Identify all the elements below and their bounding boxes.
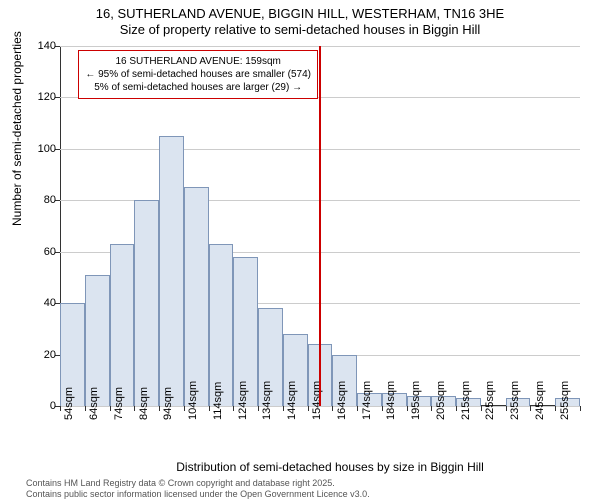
- x-tick-mark: [258, 406, 259, 411]
- y-tick-label: 120: [2, 91, 56, 103]
- callout-box: 16 SUTHERLAND AVENUE: 159sqm← 95% of sem…: [78, 50, 318, 99]
- x-tick-mark: [233, 406, 234, 411]
- x-tick-mark: [209, 406, 210, 411]
- footer-attribution: Contains HM Land Registry data © Crown c…: [26, 478, 370, 500]
- y-tick-label: 80: [2, 194, 56, 206]
- x-tick-mark: [481, 406, 482, 411]
- x-tick-mark: [159, 406, 160, 411]
- x-tick-mark: [456, 406, 457, 411]
- x-tick-mark: [332, 406, 333, 411]
- histogram-bar: [110, 244, 135, 406]
- chart-titles: 16, SUTHERLAND AVENUE, BIGGIN HILL, WEST…: [0, 0, 600, 37]
- y-tick-label: 100: [2, 143, 56, 155]
- callout-line: 16 SUTHERLAND AVENUE: 159sqm: [85, 55, 311, 68]
- x-tick-mark: [506, 406, 507, 411]
- plot-region: 02040608010012014054sqm64sqm74sqm84sqm94…: [60, 46, 580, 406]
- x-tick-mark: [431, 406, 432, 411]
- x-tick-mark: [382, 406, 383, 411]
- y-tick-label: 60: [2, 246, 56, 258]
- x-tick-mark: [60, 406, 61, 411]
- x-tick-mark: [357, 406, 358, 411]
- histogram-bar: [134, 200, 159, 406]
- title-line-1: 16, SUTHERLAND AVENUE, BIGGIN HILL, WEST…: [0, 6, 600, 22]
- y-tick-label: 20: [2, 349, 56, 361]
- footer-line-1: Contains HM Land Registry data © Crown c…: [26, 478, 370, 489]
- x-tick-mark: [308, 406, 309, 411]
- chart-plot-area: 02040608010012014054sqm64sqm74sqm84sqm94…: [60, 46, 580, 406]
- x-tick-mark: [110, 406, 111, 411]
- chart-container: 16, SUTHERLAND AVENUE, BIGGIN HILL, WEST…: [0, 0, 600, 500]
- x-tick-mark: [85, 406, 86, 411]
- histogram-bar: [184, 187, 209, 406]
- y-tick-label: 0: [2, 400, 56, 412]
- y-tick-label: 40: [2, 297, 56, 309]
- x-tick-mark: [283, 406, 284, 411]
- x-tick-mark: [134, 406, 135, 411]
- y-tick-label: 140: [2, 40, 56, 52]
- x-tick-mark: [580, 406, 581, 411]
- title-line-2: Size of property relative to semi-detach…: [0, 22, 600, 38]
- x-tick-mark: [184, 406, 185, 411]
- x-tick-mark: [407, 406, 408, 411]
- callout-line: ← 95% of semi-detached houses are smalle…: [85, 68, 311, 81]
- x-tick-mark: [530, 406, 531, 411]
- histogram-bar: [159, 136, 184, 406]
- callout-line: 5% of semi-detached houses are larger (2…: [85, 81, 311, 94]
- x-tick-mark: [555, 406, 556, 411]
- x-axis-label: Distribution of semi-detached houses by …: [30, 460, 600, 474]
- footer-line-2: Contains public sector information licen…: [26, 489, 370, 500]
- marker-line: [319, 46, 321, 406]
